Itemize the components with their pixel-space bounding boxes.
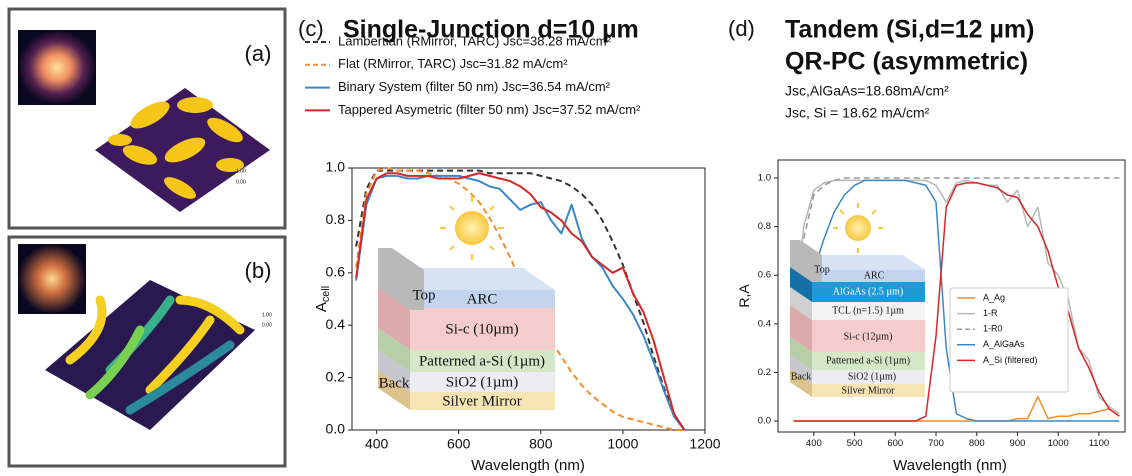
surface-ridges [65,295,245,415]
inset-label: Top [412,287,435,303]
sun [455,211,489,245]
scale-label: 1.00 [236,168,246,174]
legend-label: 1-R [983,308,998,318]
inset-label: Si-c (12µm) [844,331,893,342]
plots: 400 600 800 1000 1200 0.0 0.2 0.4 0.6 0.8 1.0 Wavel… [305,33,1126,474]
inset-label: Patterned a-Si (1µm) [419,353,545,369]
legend-label: Tappered Asymetric (filter 50 nm) Jsc=37… [338,102,641,117]
annotation: Jsc, Si = 18.62 mA/cm² [785,105,930,121]
x-tick-label: 600 [887,438,903,449]
legend-label: 1-R0 [983,324,1003,334]
x-tick-label: 800 [529,436,553,452]
inset-label: Silver Mirror [841,385,895,396]
y-axis-label: R,A [736,284,752,308]
annotation: Jsc,AlGaAs=18.68mA/cm² [785,83,949,99]
layer [410,350,555,372]
y-tick-label: 0.0 [326,421,346,437]
legend-box [949,287,1069,393]
y-tick-label: 0.8 [326,211,346,227]
x-axis-label: Wavelength (nm) [471,457,585,474]
chart-title: Tandem (Si,d=12 µm) [785,16,1034,44]
inset-label: TCL (n=1.5) 1µm [832,305,904,316]
legend-label: A_AlGaAs [983,339,1025,349]
x-tick-label: 700 [928,438,944,449]
inset-label: SiO2 (1µm) [848,371,896,382]
surface-peaks [108,97,244,199]
legend-label: A_Ag [983,292,1005,302]
inset-label: ARC [864,270,885,281]
legend-label: Binary System (filter 50 nm) Jsc=36.54 m… [338,79,611,94]
y-tick-label: 0.4 [326,316,346,332]
y-tick-label: 0.6 [758,270,771,281]
y-tick-label: 0.0 [758,416,771,427]
panel-label: (a) [245,41,272,66]
x-tick-label: 400 [365,436,389,452]
series-line [813,179,1120,422]
sun [845,215,871,241]
x-tick-label: 600 [447,436,471,452]
y-tick-label: 0.6 [326,264,346,280]
inset-label: Silver Mirror [442,393,522,409]
layer [410,392,555,410]
scale-label: 0.00 [236,179,246,185]
x-tick-label: 900 [1010,438,1026,449]
series-line [792,177,1120,349]
y-tick-label: 0.2 [326,368,346,384]
y-tick-label: 0.2 [758,367,771,378]
sun-rays [440,196,504,260]
inset-label: AlGaAs (2.5 µm) [833,286,903,297]
inset-label: Back [379,375,410,391]
x-tick-label: 800 [969,438,985,449]
y-axis-label-sub: cell [320,286,332,302]
sun-rays [833,203,883,253]
chart-title: Single-Junction d=10 µm [343,16,639,44]
y-tick-label: 1.0 [326,159,346,175]
x-tick-label: 1100 [1089,438,1109,449]
layer [410,308,555,350]
panel-a: (a) 1.00 0.00 [7,7,287,230]
x-tick-label: 1000 [607,436,638,452]
inset-stack: Top ARC Si-c (10µm) Patterned a-Si (1µm)… [378,196,555,410]
inset-label: Si-c (10µm) [445,321,518,337]
panel-b: (b) 1.00 0.00 [7,235,287,468]
inset-label: SiO2 (1µm) [446,374,518,390]
inset-label: ARC [467,291,498,307]
scale-label: 1.00 [262,312,272,318]
inset-label: Patterned a-Si (1µm) [826,355,910,366]
x-tick-label: 500 [847,438,863,449]
y-axis-label-main: A [313,302,330,312]
y-tick-label: 0.8 [758,221,771,232]
x-tick-label: 400 [806,438,822,449]
x-tick-label: 1000 [1048,438,1069,449]
x-axis-label: Wavelength (nm) [893,457,1007,474]
y-axis-label-main: R,A [736,284,752,308]
legend-label: Lambertian (RMirror, TARC) Jsc=38.28 mA/… [338,33,612,48]
y-axis-label: Acell [313,286,332,312]
top-contact [378,248,424,310]
layer [410,290,555,308]
layer [410,372,555,392]
legend-label: A_Si (filtered) [983,355,1038,365]
series-line [355,174,686,431]
panel-label: (d) [728,16,755,41]
y-tick-label: 1.0 [758,173,771,184]
inset-stack: Top ARC AlGaAs (2.5 µm) TCL (n=1.5) 1µm … [790,203,925,397]
inset-image [18,30,96,105]
legend-label: Flat (RMirror, TARC) Jsc=31.82 mA/cm² [338,56,568,71]
plot-frame [351,167,706,431]
series-line [355,172,686,431]
scale-label: 0.00 [262,322,272,328]
y-tick-label: 0.4 [758,318,771,329]
plot-frame [777,159,1126,433]
x-tick-label: 1200 [689,436,720,452]
inset-image [18,244,86,314]
inset-label: Top [814,264,829,275]
panel-label: (b) [245,258,272,283]
chart-subtitle: QR-PC (asymmetric) [785,48,1028,76]
panel-label: (c) [298,16,324,41]
inset-label: Back [791,371,812,382]
